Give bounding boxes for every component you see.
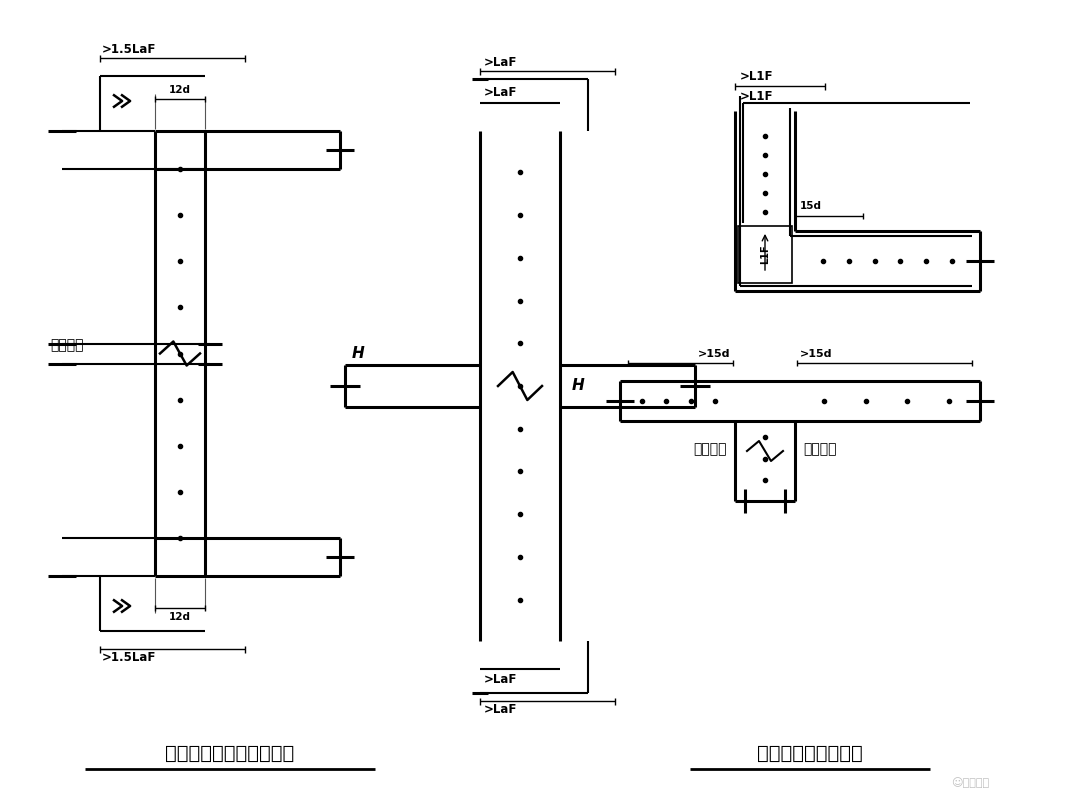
Text: >1.5LaF: >1.5LaF xyxy=(102,43,157,56)
Text: ☺豆丁施工: ☺豆丁施工 xyxy=(950,778,989,788)
Text: 防护区外: 防护区外 xyxy=(693,442,727,456)
Text: 15d: 15d xyxy=(800,201,822,211)
Text: 墙体水平钢筋锚固图: 墙体水平钢筋锚固图 xyxy=(757,744,863,762)
Text: H: H xyxy=(352,346,365,361)
Text: 防护区外: 防护区外 xyxy=(50,338,83,353)
Text: 12d: 12d xyxy=(168,612,191,622)
Text: >L1F: >L1F xyxy=(740,90,773,103)
Text: 防护区内: 防护区内 xyxy=(804,442,837,456)
Text: >15d: >15d xyxy=(800,349,833,359)
Text: >L1F: >L1F xyxy=(740,70,773,83)
Text: >15d: >15d xyxy=(698,349,730,359)
Text: >1.5LaF: >1.5LaF xyxy=(102,651,157,664)
Bar xyxy=(738,226,792,283)
Text: 12d: 12d xyxy=(168,85,191,95)
Text: >LaF: >LaF xyxy=(484,56,517,69)
Text: 墙体竖向钢筋顶底部构造: 墙体竖向钢筋顶底部构造 xyxy=(165,744,295,762)
Text: >LaF: >LaF xyxy=(484,86,517,99)
Text: >LaF: >LaF xyxy=(484,673,517,686)
Text: L1F: L1F xyxy=(760,245,770,264)
Text: H: H xyxy=(572,379,584,393)
Text: >LaF: >LaF xyxy=(484,703,517,716)
